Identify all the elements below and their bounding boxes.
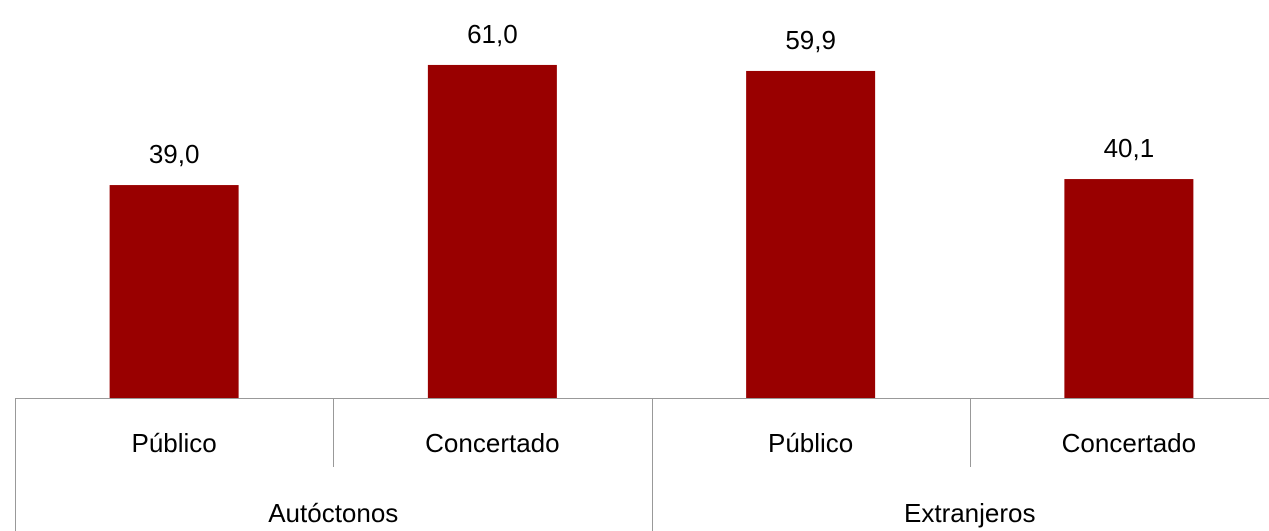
data-label: 61,0 bbox=[467, 19, 518, 49]
data-label: 40,1 bbox=[1104, 133, 1155, 163]
bar bbox=[109, 185, 239, 398]
category-tick-label: Concertado bbox=[1062, 428, 1196, 458]
category-tick-label: Concertado bbox=[425, 428, 559, 458]
group-label: Extranjeros bbox=[904, 498, 1036, 528]
group-label: Autóctonos bbox=[268, 498, 398, 528]
data-label: 59,9 bbox=[785, 25, 836, 55]
bar bbox=[746, 70, 876, 399]
category-tick-label: Público bbox=[131, 428, 216, 458]
bar bbox=[427, 64, 557, 398]
category-tick-label: Público bbox=[768, 428, 853, 458]
data-label: 39,0 bbox=[149, 139, 200, 169]
bar bbox=[1064, 179, 1194, 398]
